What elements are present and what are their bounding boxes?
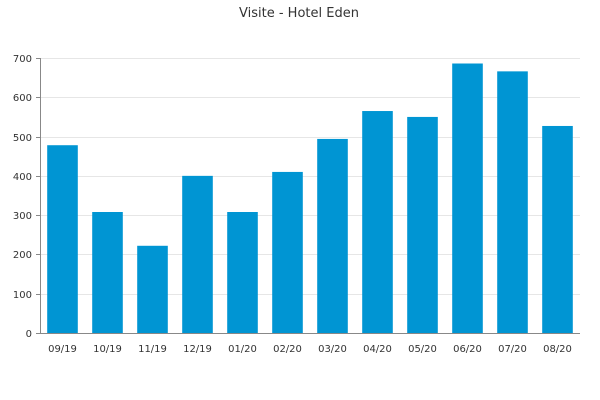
y-tick-label: 500: [13, 133, 32, 144]
y-tick-label: 700: [13, 54, 32, 65]
bar-05-20: [407, 116, 438, 333]
bar-04-20: [362, 111, 393, 334]
y-tick-label: 300: [13, 211, 32, 222]
y-tick-label: 0: [26, 329, 32, 340]
x-axis-ticks: 09/19 10/19 11/19 12/19 01/20 02/20 03/20 04/20…: [48, 344, 572, 355]
chart-title: Visite - Hotel Eden: [239, 6, 359, 21]
bar-11-19: [137, 245, 168, 333]
bar-12-19: [182, 175, 213, 333]
x-tick-label: 12/19: [183, 344, 212, 355]
y-tick-label: 100: [13, 290, 32, 301]
bar-01-20: [227, 212, 258, 333]
gridlines: [40, 58, 580, 295]
x-tick-label: 03/20: [318, 344, 347, 355]
y-tick-label: 400: [13, 172, 32, 183]
x-tick-label: 10/19: [93, 344, 122, 355]
axes: [40, 58, 580, 334]
bar-09-19: [47, 145, 78, 333]
bar-07-20: [497, 71, 528, 333]
x-tick-label: 08/20: [543, 344, 572, 355]
x-tick-label: 05/20: [408, 344, 437, 355]
bar-08-20: [542, 125, 573, 333]
bar-06-20: [452, 63, 483, 333]
x-tick-label: 07/20: [498, 344, 527, 355]
x-tick-label: 02/20: [273, 344, 302, 355]
y-tick-label: 600: [13, 93, 32, 104]
x-tick-label: 04/20: [363, 344, 392, 355]
x-tick-label: 09/19: [48, 344, 77, 355]
bar-03-20: [317, 138, 348, 333]
y-tick-label: 200: [13, 250, 32, 261]
bar-10-19: [92, 212, 123, 333]
bar-02-20: [272, 171, 303, 333]
x-tick-label: 06/20: [453, 344, 482, 355]
bars: [47, 63, 573, 334]
y-axis-ticks: 0 100 200 300 400 500 600 700: [13, 54, 40, 340]
x-tick-label: 11/19: [138, 344, 167, 355]
x-tick-label: 01/20: [228, 344, 257, 355]
